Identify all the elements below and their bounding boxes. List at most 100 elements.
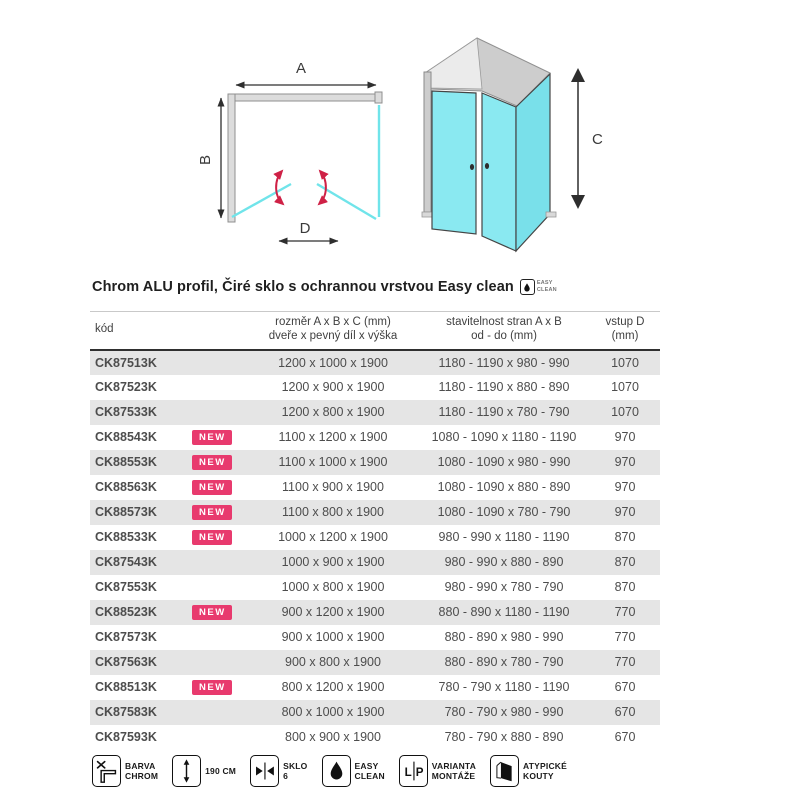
new-badge-cell: NEW — [190, 675, 248, 700]
entry-width-value: 670 — [614, 705, 636, 720]
new-badge: NEW — [192, 430, 232, 445]
header-code: kód — [90, 310, 190, 351]
table-row: CK88533K NEW 1000 x 1200 x 1900 980 - 99… — [90, 525, 660, 550]
legend-label: 190 CM — [205, 765, 237, 776]
svg-text:P: P — [416, 766, 424, 779]
dimensions-value: 1200 x 900 x 1900 — [281, 380, 385, 395]
entry-width-value: 970 — [614, 480, 636, 495]
dim-label-c: C — [592, 131, 603, 148]
header-new-spacer — [190, 310, 248, 351]
table-row: CK87583K 800 x 1000 x 1900 780 - 790 x 9… — [90, 699, 660, 725]
new-badge: NEW — [192, 480, 232, 495]
table-row: CK87523K 1200 x 900 x 1900 1180 - 1190 x… — [90, 375, 660, 400]
right-post-foot — [545, 211, 557, 218]
legend-label: VARIANTA MONTÁŽE — [431, 760, 477, 781]
legend-label: ATYPICKÉ KOUTY — [523, 760, 567, 781]
glass-thickness-icon — [250, 755, 280, 787]
new-badge-cell: NEW — [190, 425, 248, 450]
product-code: CK87583K — [95, 705, 157, 720]
entry-width-value: 1070 — [611, 380, 639, 395]
dimensions-value: 900 x 1200 x 1900 — [281, 605, 385, 620]
product-code: CK88523K — [95, 605, 157, 620]
adjustability-value: 1180 - 1190 x 980 - 990 — [438, 355, 570, 370]
entry-width-value: 670 — [614, 730, 636, 745]
spec-table-header: kód rozměr A x B x C (mm) dveře x pevný … — [90, 310, 660, 351]
product-code: CK87553K — [95, 580, 157, 595]
new-badge: NEW — [192, 680, 232, 695]
top-frame-highlight — [424, 37, 483, 90]
new-badge: NEW — [192, 605, 232, 620]
adjustability-value: 880 - 890 x 1180 - 1190 — [438, 605, 570, 620]
easy-clean-badge: EASY CLEAN — [519, 279, 557, 295]
dim-label-b: B — [197, 155, 214, 165]
dimensions-value: 1100 x 800 x 1900 — [282, 505, 384, 520]
new-badge-cell — [190, 375, 248, 400]
wall-end-cap — [374, 91, 383, 104]
legend-label: SKLO 6 — [283, 760, 308, 781]
easy-clean-badge-label: EASY CLEAN — [536, 280, 557, 293]
table-row: CK88563K NEW 1100 x 900 x 1900 1080 - 10… — [90, 475, 660, 500]
table-row: CK87543K 1000 x 900 x 1900 980 - 990 x 8… — [90, 549, 660, 575]
dimensions-value: 1000 x 800 x 1900 — [281, 580, 385, 595]
legend-item-height: 190 CM — [172, 755, 236, 787]
front-left-glass-door — [431, 90, 477, 235]
new-badge: NEW — [192, 505, 232, 520]
adjustability-value: 880 - 890 x 780 - 790 — [444, 655, 564, 670]
dimensions-value: 1200 x 1000 x 1900 — [278, 355, 388, 370]
atypical-corner-icon — [490, 755, 520, 787]
svg-text:L: L — [404, 766, 411, 779]
dimensions-value: 900 x 1000 x 1900 — [281, 630, 385, 645]
product-code: CK88513K — [95, 680, 157, 695]
table-row: CK87573K 900 x 1000 x 1900 880 - 890 x 9… — [90, 625, 660, 650]
entry-width-value: 870 — [614, 555, 636, 570]
new-badge-cell — [190, 550, 248, 575]
left-door-panel — [231, 182, 292, 219]
title-row: Chrom ALU profil, Čiré sklo s ochrannou … — [92, 279, 557, 295]
dimensions-value: 1200 x 800 x 1900 — [281, 405, 385, 420]
header-entry-width: vstup D (mm) — [590, 310, 660, 351]
dimensions-value: 800 x 1200 x 1900 — [281, 680, 385, 695]
spec-table: kód rozměr A x B x C (mm) dveře x pevný … — [90, 310, 660, 750]
table-row: CK87513K 1200 x 1000 x 1900 1180 - 1190 … — [90, 349, 660, 375]
entry-width-value: 970 — [614, 430, 636, 445]
entry-width-value: 770 — [614, 605, 636, 620]
table-row: CK88513K NEW 800 x 1200 x 1900 780 - 790… — [90, 675, 660, 700]
new-badge-cell: NEW — [190, 525, 248, 550]
height-arrow-icon — [172, 755, 202, 787]
table-row: CK87533K 1200 x 800 x 1900 1180 - 1190 x… — [90, 399, 660, 425]
product-code: CK87543K — [95, 555, 157, 570]
product-code: CK87523K — [95, 380, 157, 395]
table-row: CK87553K 1000 x 800 x 1900 980 - 990 x 7… — [90, 575, 660, 600]
table-row: CK87593K 800 x 900 x 1900 780 - 790 x 88… — [90, 725, 660, 750]
legend-item-atypicke: ATYPICKÉ KOUTY — [490, 755, 567, 787]
dim-arrowhead-bottom — [571, 195, 585, 209]
dimensions-value: 800 x 1000 x 1900 — [281, 705, 385, 720]
dimensions-value: 1100 x 1000 x 1900 — [278, 455, 388, 470]
table-row: CK88543K NEW 1100 x 1200 x 1900 1080 - 1… — [90, 425, 660, 450]
dimensions-value: 1100 x 1200 x 1900 — [278, 430, 388, 445]
new-badge-cell: NEW — [190, 475, 248, 500]
product-code: CK87533K — [95, 405, 157, 420]
adjustability-value: 1080 - 1090 x 880 - 890 — [437, 480, 571, 495]
dimensions-value: 1100 x 900 x 1900 — [282, 480, 384, 495]
droplet-icon — [519, 279, 535, 295]
product-code: CK88533K — [95, 530, 157, 545]
adjustability-value: 1080 - 1090 x 980 - 990 — [437, 455, 571, 470]
new-badge-cell — [190, 650, 248, 675]
perspective-view-diagram: C — [421, 37, 603, 253]
table-row: CK87563K 900 x 800 x 1900 880 - 890 x 78… — [90, 649, 660, 675]
adjustability-value: 780 - 790 x 980 - 990 — [444, 705, 564, 720]
page-title: Chrom ALU profil, Čiré sklo s ochrannou … — [92, 279, 514, 295]
legend-item-sklo: SKLO 6 — [250, 755, 307, 787]
adjustability-value: 980 - 990 x 1180 - 1190 — [438, 530, 570, 545]
legend-label: EASY CLEAN — [354, 760, 385, 781]
adjustability-value: 1080 - 1090 x 1180 - 1190 — [431, 430, 577, 445]
new-badge-cell — [190, 400, 248, 425]
header-dimensions: rozměr A x B x C (mm) dveře x pevný díl … — [248, 310, 418, 351]
entry-width-value: 1070 — [611, 355, 639, 370]
legend-item-varianta: L P VARIANTA MONTÁŽE — [398, 755, 477, 787]
legend: BARVA CHROM 190 CM — [92, 755, 581, 787]
dim-label-a: A — [296, 60, 306, 77]
table-row: CK88523K NEW 900 x 1200 x 1900 880 - 890… — [90, 599, 660, 625]
entry-width-value: 870 — [614, 530, 636, 545]
